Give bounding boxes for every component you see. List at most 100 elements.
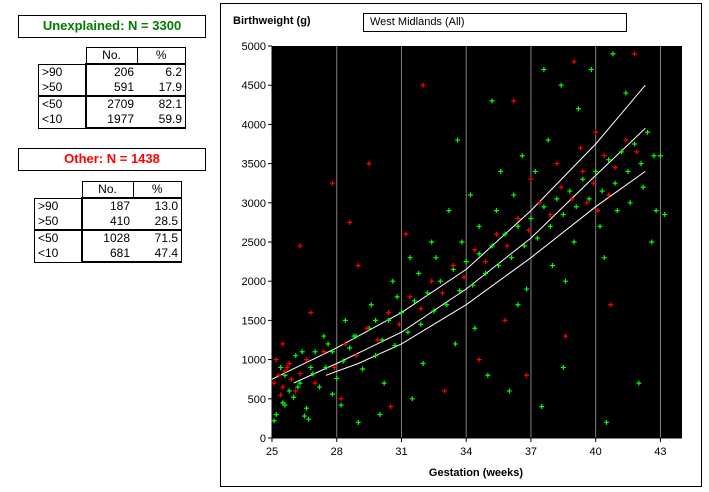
data-point [593,168,599,174]
data-point [291,394,297,400]
data-point [386,317,392,323]
data-point [282,368,288,374]
data-point [280,384,286,390]
data-point [355,263,361,269]
x-axis-label: Gestation (weeks) [429,467,523,479]
data-point [273,357,279,363]
data-point [353,353,359,359]
x-tick-label: 25 [266,446,278,458]
data-point [632,141,638,147]
data-point [407,255,413,261]
data-point [394,294,400,300]
data-point [519,153,525,159]
row-count: 206 [86,63,137,80]
data-point [571,59,577,65]
data-point [496,263,502,269]
data-point [515,302,521,308]
data-point [308,364,314,370]
row-label: <10 [34,246,83,263]
x-tick-label: 43 [654,446,666,458]
x-tick-label: 34 [460,446,472,458]
data-point [379,337,385,343]
data-point [502,317,508,323]
data-point [610,51,616,57]
data-point [299,349,305,355]
unexplained-table: No. % >90 206 6.2 >50 591 17.9 <50 2709 … [38,47,186,129]
region-selector[interactable]: West Midlands (All) [363,13,627,32]
data-point [431,308,437,314]
data-point [310,371,316,377]
data-point [532,168,538,174]
y-tick-label: 1500 [242,315,266,327]
data-point [433,255,439,261]
data-point [472,247,478,253]
row-count: 1028 [82,229,133,246]
row-count: 410 [109,214,130,228]
data-point [558,184,564,190]
data-point [569,196,575,202]
row-percent: 28.5 [133,214,182,230]
data-point [625,168,631,174]
data-point [297,243,303,249]
row-label: <50 [38,95,87,112]
data-point [606,157,612,163]
data-point [420,361,426,367]
data-point [347,345,353,351]
data-point [623,137,629,143]
unexplained-title: Unexplained: N = 3300 [18,15,206,38]
data-point [562,333,568,339]
data-point [405,329,411,335]
data-point [476,223,482,229]
data-point [446,208,452,214]
data-point [593,129,599,135]
data-point [275,372,281,378]
data-point [293,388,299,394]
data-point [312,349,318,355]
data-point [450,263,456,269]
data-point [493,231,499,237]
data-point [457,288,463,294]
data-point [545,137,551,143]
table-header-row: No. % [35,181,182,198]
table-row: >50 410 28.5 [34,214,182,230]
data-point [657,153,663,159]
data-point [550,263,556,269]
row-percent: 82.1 [137,95,186,112]
data-point [580,176,586,182]
x-tick-label: 37 [525,446,537,458]
data-point [338,402,344,408]
data-point [560,364,566,370]
data-point [483,270,489,276]
row-count: 1977 [86,112,137,129]
data-point [541,204,547,210]
data-point [524,372,530,378]
data-point [580,168,586,174]
data-point [409,396,415,402]
data-point [286,361,292,367]
data-point [511,192,517,198]
data-point [640,184,646,190]
data-point [567,188,573,194]
y-tick-label: 0 [260,433,266,445]
table-row: <50 2709 82.1 [38,95,186,112]
y-axis-label: Birthweight (g) [233,15,311,27]
data-point [355,419,361,425]
data-point [591,180,597,186]
y-tick-label: 4500 [242,80,266,92]
table-row: <10 681 47.4 [34,246,182,263]
data-point [541,67,547,73]
data-point [351,333,357,339]
data-point [526,227,532,233]
data-point [308,310,314,316]
row-count: 591 [113,80,134,94]
centile-curve [325,170,646,376]
data-point [273,411,279,417]
data-point [483,259,489,265]
data-point [578,145,584,151]
x-tick-label: 40 [590,446,602,458]
data-point [373,317,379,323]
data-point [424,290,430,296]
data-point [463,259,469,265]
data-point [562,278,568,284]
data-point [304,357,310,363]
